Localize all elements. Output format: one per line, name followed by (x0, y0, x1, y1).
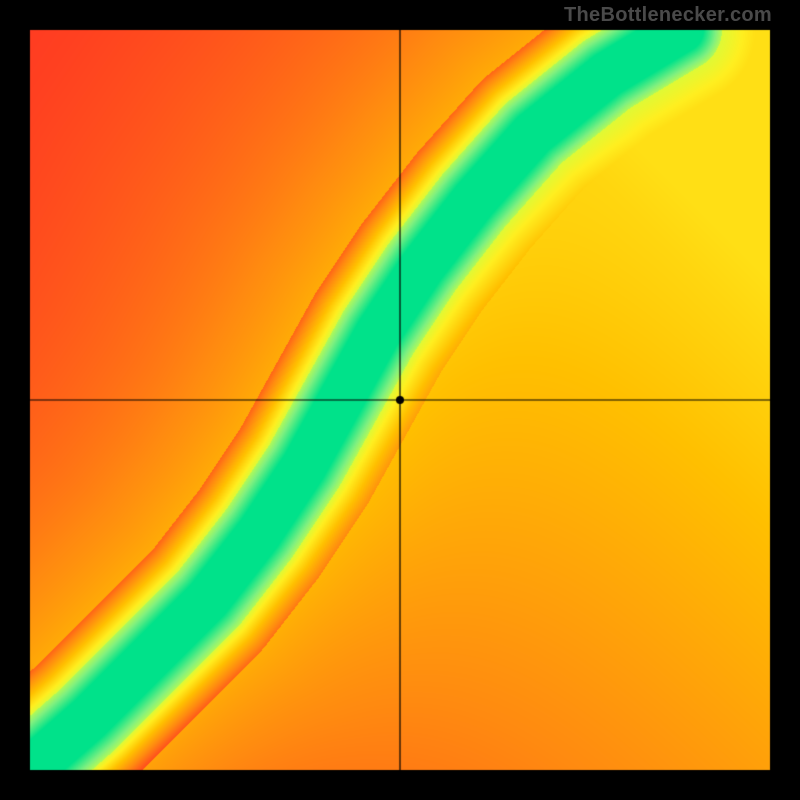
heatmap-canvas (0, 0, 800, 800)
chart-frame: TheBottlenecker.com (0, 0, 800, 800)
watermark-text: TheBottlenecker.com (564, 4, 772, 27)
